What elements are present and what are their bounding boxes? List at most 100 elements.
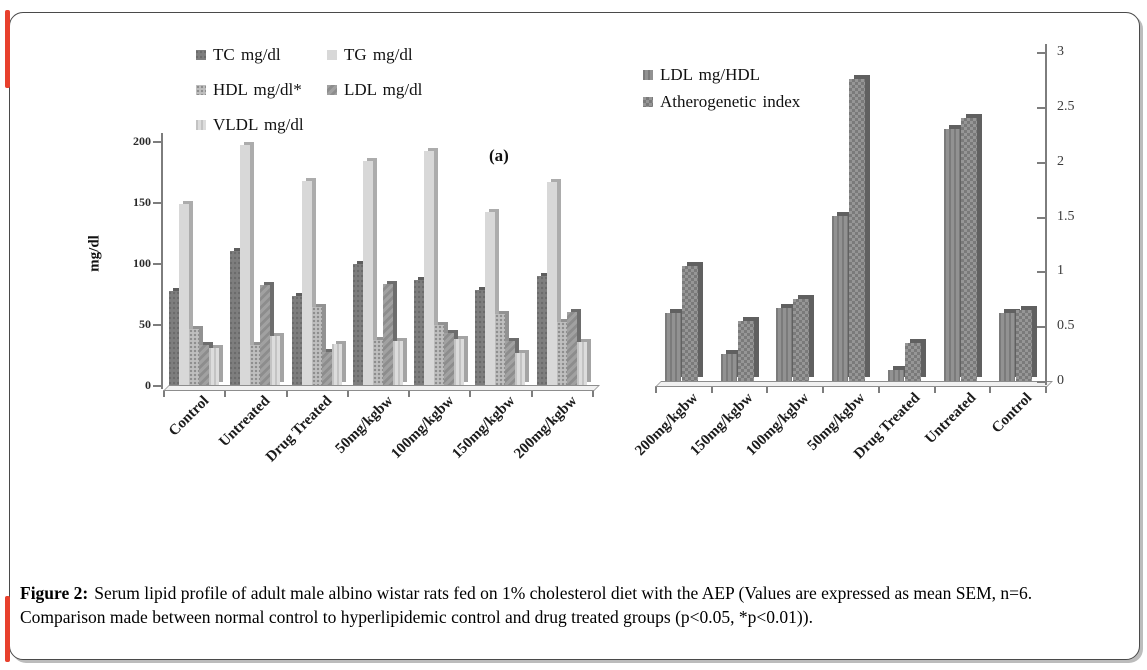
legend-item: VLDL mg/dl [196, 115, 304, 134]
y-axis-title: mg/dl [86, 235, 103, 272]
diagonal-legend-swatch-icon [327, 85, 337, 95]
bar-front-face [505, 341, 515, 385]
y-tick [1037, 381, 1045, 383]
x-tick [934, 386, 936, 393]
bar-ldl-mg-dl-7 [567, 309, 581, 385]
bar-ldl-mg-dl-5 [444, 330, 458, 385]
y-tick-label: 2 [1057, 154, 1064, 169]
x-tick [347, 390, 349, 397]
bar-front-face [383, 284, 393, 385]
figure-caption-line1: Serum lipid profile of adult male albino… [94, 583, 1033, 603]
bar-front-face [905, 343, 921, 381]
x-tick [469, 390, 471, 397]
x-tick [766, 386, 768, 393]
y-tick [153, 263, 161, 265]
figure-caption-label: Figure 2: [20, 583, 89, 603]
bar-tg-mg-dl-2 [240, 142, 254, 385]
legend-label: Atherogenetic index [660, 92, 801, 111]
legend-label: TG mg/dl [344, 45, 413, 64]
legend-item: LDL mg/HDL [643, 65, 760, 84]
y-tick-label: 50 [139, 317, 151, 331]
legend-item: Atherogenetic index [643, 92, 801, 111]
left-accent-bar-bottom [5, 596, 10, 662]
y-tick [153, 324, 161, 326]
bar-atherogenetic-index-5 [905, 339, 926, 381]
bar-front-face [1016, 310, 1032, 381]
bar-front-face [199, 345, 209, 385]
bar-tc-mg-dl-6 [475, 287, 489, 385]
bar-tg-mg-dl-7 [547, 179, 561, 385]
bar-atherogenetic-index-6 [961, 114, 982, 381]
bar-front-face [577, 342, 587, 385]
bar-front-face [240, 145, 250, 385]
y-tick [1037, 162, 1045, 164]
x-tick [878, 386, 880, 393]
bar-hdl-mg-dl--2 [250, 342, 264, 385]
bar-tc-mg-dl-7 [537, 273, 551, 385]
bar-front-face [393, 341, 403, 385]
bar-atherogenetic-index-3 [793, 295, 814, 381]
y-tick-label: 0 [1057, 373, 1064, 388]
bar-hdl-mg-dl--4 [373, 337, 387, 385]
bar-ldl-mg-hdl-5 [888, 366, 909, 381]
bar-tc-mg-dl-4 [353, 261, 367, 385]
bar-tg-mg-dl-5 [424, 148, 438, 385]
bar-atherogenetic-index-4 [849, 75, 870, 381]
bar-hdl-mg-dl--7 [557, 319, 571, 385]
figure-caption: Figure 2: Serum lipid profile of adult ma… [20, 581, 1126, 629]
bar-front-face [414, 280, 424, 385]
y-axis-line [161, 133, 163, 389]
bar-tg-mg-dl-6 [485, 209, 499, 385]
solid-dark-legend-swatch-icon [196, 50, 206, 60]
bar-front-face [485, 212, 495, 385]
legend-label: TC mg/dl [213, 45, 281, 64]
legend-item: LDL mg/dl [327, 80, 422, 99]
bar-front-face [260, 285, 270, 385]
x-tick [592, 390, 594, 397]
y-tick-label: 2.5 [1057, 99, 1075, 114]
y-tick [1037, 52, 1045, 54]
bar-front-face [209, 348, 219, 385]
x-tick [822, 386, 824, 393]
y-tick [1037, 326, 1045, 328]
panel-label: (a) [489, 146, 509, 165]
y-tick [153, 141, 161, 143]
legend-item: HDL mg/dl* [196, 80, 302, 99]
x-tick [711, 386, 713, 393]
bar-front-face [944, 129, 960, 381]
x-tick [408, 390, 410, 397]
bar-front-face [270, 336, 280, 385]
bar-front-face [537, 276, 547, 385]
y-tick [153, 385, 161, 387]
y-tick-label: 150 [133, 195, 151, 209]
bar-ldl-mg-dl-1 [199, 342, 213, 385]
bar-front-face [665, 313, 681, 381]
bar-front-face [292, 296, 302, 385]
bar-front-face [832, 216, 848, 381]
y-tick [1037, 107, 1045, 109]
y-tick-label: 100 [133, 256, 151, 270]
x-tick [163, 390, 165, 397]
bar-front-face [322, 352, 332, 385]
bar-front-face [363, 161, 373, 385]
y-tick-label: 1 [1057, 263, 1064, 278]
legend-item: TC mg/dl [196, 45, 281, 64]
bar-tc-mg-dl-5 [414, 277, 428, 385]
bar-atherogenetic-index-1 [682, 262, 703, 381]
x-tick [989, 386, 991, 393]
y-tick [153, 202, 161, 204]
bar-front-face [961, 118, 977, 381]
bar-front-face [179, 204, 189, 385]
bar-tc-mg-dl-1 [169, 288, 183, 385]
figure-caption-line2: Comparison made between normal control t… [20, 607, 813, 628]
bar-front-face [515, 353, 525, 385]
bar-hdl-mg-dl--3 [312, 304, 326, 385]
bar-front-face [353, 264, 363, 385]
y-tick-label: 1.5 [1057, 209, 1075, 224]
bar-front-face [454, 339, 464, 385]
x-tick [286, 390, 288, 397]
bar-front-face [373, 340, 383, 385]
bar-front-face [888, 370, 904, 381]
left-accent-bar-top [5, 10, 10, 88]
bar-ldl-mg-dl-4 [383, 281, 397, 385]
